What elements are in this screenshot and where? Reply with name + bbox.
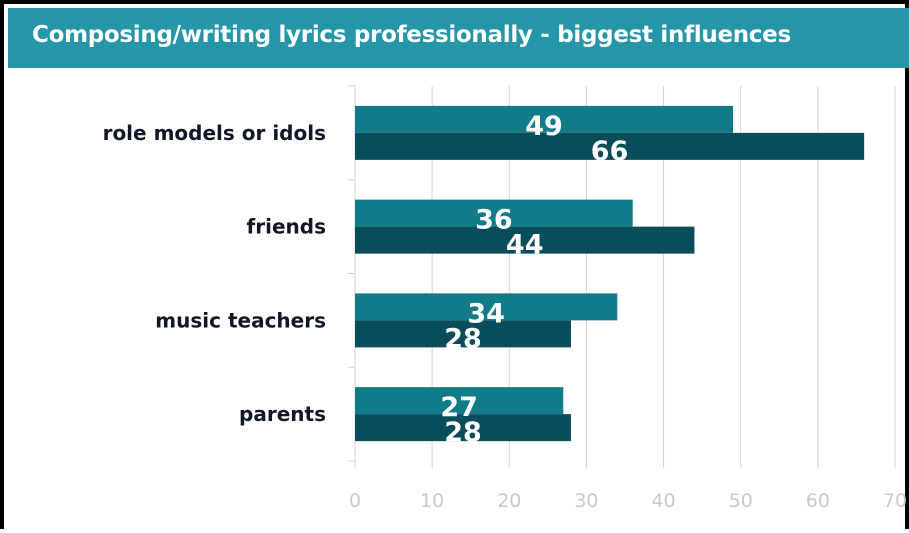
bar-s1-1: [355, 199, 633, 227]
x-tick-label-70: 70: [883, 490, 907, 512]
x-tick-label-60: 60: [806, 490, 830, 512]
value-label-s2-2: 28: [444, 323, 482, 354]
bar-s2-3: [355, 414, 571, 442]
value-label-s1-2: 34: [467, 298, 505, 329]
value-label-s2-0: 66: [591, 136, 629, 167]
bar-s2-1: [355, 226, 695, 254]
category-label-0: role models or idols: [103, 121, 326, 145]
x-tick-label-30: 30: [574, 490, 598, 512]
x-tick-label-10: 10: [420, 490, 444, 512]
x-tick-label-0: 0: [349, 490, 361, 512]
value-label-s2-3: 28: [444, 417, 482, 448]
value-label-s1-3: 27: [440, 392, 478, 423]
value-label-s1-0: 49: [525, 111, 563, 142]
x-tick-labels: 0 10 20 30 40 50 60 70: [349, 490, 907, 512]
bars: [355, 105, 865, 442]
category-label-3: parents: [239, 402, 326, 426]
x-tick-label-50: 50: [729, 490, 753, 512]
bar-s1-3: [355, 387, 564, 415]
title-bar: Composing/writing lyrics professionally …: [8, 8, 909, 68]
bar-s1-0: [355, 105, 733, 133]
bar-s2-0: [355, 132, 865, 160]
bar-s2-2: [355, 320, 571, 348]
category-label-1: friends: [247, 215, 326, 239]
chart-title: Composing/writing lyrics professionally …: [32, 22, 791, 48]
bar-s1-2: [355, 293, 618, 321]
x-tick-label-40: 40: [651, 490, 675, 512]
value-label-s2-1: 44: [506, 230, 544, 261]
x-tick-label-20: 20: [497, 490, 521, 512]
value-label-s1-1: 36: [475, 205, 513, 236]
category-labels: role models or idols friends music teacher…: [103, 121, 326, 426]
category-label-2: music teachers: [155, 308, 326, 332]
